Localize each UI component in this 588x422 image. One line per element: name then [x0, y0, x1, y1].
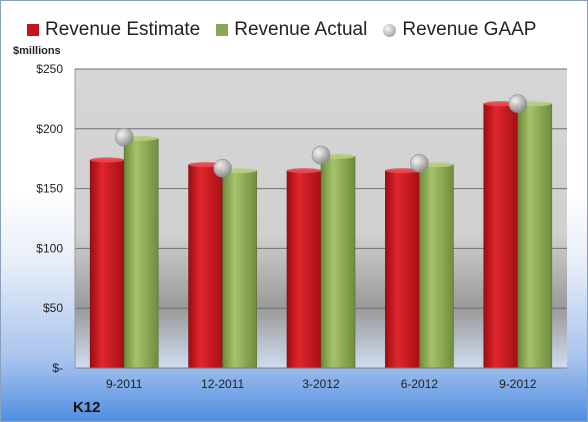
bar-actual [222, 170, 257, 369]
legend-swatch-actual [216, 24, 229, 36]
bar-estimate [483, 103, 519, 369]
bar-actual [123, 138, 159, 369]
y-tick-label: $- [52, 361, 63, 375]
company-name: K12 [73, 399, 101, 416]
x-tick-label: 9-2011 [106, 377, 143, 391]
gaap-marker [213, 158, 232, 178]
legend-item-gaap: Revenue GAAP [383, 19, 536, 41]
bar-estimate-top [287, 168, 321, 174]
bar-estimate [188, 164, 223, 369]
legend-item-actual: Revenue Actual [216, 19, 367, 41]
bar-estimate-top [90, 157, 125, 163]
gaap-marker [508, 94, 528, 113]
bar-actual [419, 164, 454, 369]
legend-swatch-estimate [27, 24, 39, 36]
bar-estimate-top [385, 168, 420, 174]
x-tick-label: 9-2012 [499, 377, 537, 391]
x-tick-label: 12-2011 [201, 377, 244, 391]
x-tick-label: 6-2012 [401, 377, 439, 391]
legend-item-estimate: Revenue Estimate [27, 19, 200, 41]
legend: Revenue Estimate Revenue Actual Revenue … [27, 17, 536, 43]
y-tick-label: $100 [36, 241, 63, 255]
legend-label-gaap: Revenue GAAP [402, 19, 537, 40]
units-label: $millions [13, 45, 61, 57]
gaap-marker [311, 145, 331, 165]
bar-actual [320, 156, 356, 369]
legend-label-estimate: Revenue Estimate [45, 19, 201, 40]
bar-actual [517, 103, 553, 369]
y-tick-label: $150 [36, 182, 63, 196]
y-tick-label: $200 [36, 122, 63, 136]
bar-estimate [89, 159, 125, 369]
gaap-marker [410, 154, 429, 173]
gaap-marker [114, 127, 134, 147]
y-tick-label: $250 [36, 62, 63, 76]
y-tick-label: $50 [43, 301, 63, 315]
bar-estimate [385, 170, 420, 369]
legend-swatch-gaap [383, 23, 397, 37]
bar-estimate [286, 170, 322, 369]
legend-label-actual: Revenue Actual [234, 19, 368, 40]
x-tick-label: 3-2012 [302, 377, 340, 391]
